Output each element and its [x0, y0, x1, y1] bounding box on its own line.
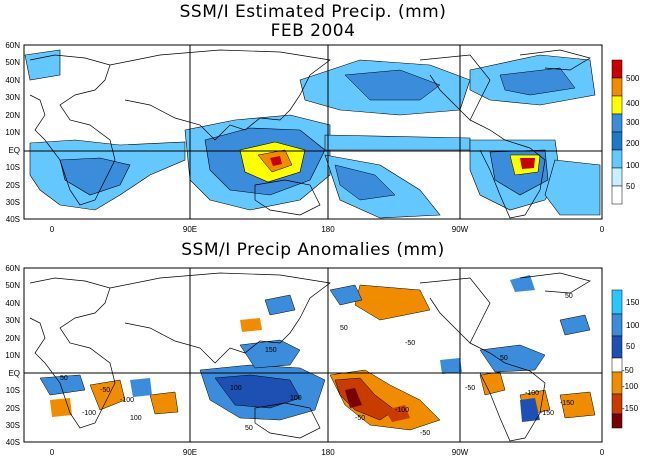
lon-label-90w: 90W [452, 225, 469, 234]
contour-label: -100 [395, 407, 409, 414]
contour-label: 150 [265, 347, 277, 354]
lat-label-20s: 20S [6, 404, 20, 413]
legend-label-400: 400 [626, 99, 640, 108]
lat-label-eq: EQ [8, 369, 20, 378]
legend-label-100: 100 [626, 161, 640, 170]
lat-label-20n: 20N [5, 334, 20, 343]
lon-label-0-east: 0 [600, 448, 605, 457]
anomaly-title: SSM/I Precip Anomalies (mm) [181, 240, 445, 260]
contour-label: 100 [130, 415, 142, 422]
anomaly-frame [23, 267, 603, 443]
precip-lon-axis: 0 90E 180 90W 0 [50, 225, 605, 234]
anomaly-gridlines [24, 268, 602, 442]
contour-label: -100 [82, 410, 96, 417]
lon-label-0: 0 [50, 448, 55, 457]
contour-label: -100 [525, 390, 539, 397]
lat-label-30n: 30N [5, 316, 20, 325]
precip-subtitle: FEB 2004 [271, 21, 356, 41]
precip-panel: SSM/I Estimated Precip. (mm) FEB 2004 [5, 2, 640, 234]
lat-label-40s: 40S [6, 438, 20, 447]
lat-label-40s: 40S [6, 215, 20, 224]
lat-label-30s: 30S [6, 198, 20, 207]
precip-lat-axis: 60N 50N 40N 30N 20N 10N EQ 10S 20S 30S 4… [5, 41, 20, 224]
legend-label-500: 500 [626, 74, 640, 83]
contour-label: 50 [60, 375, 68, 382]
legend-label-neg50: -50 [622, 366, 634, 375]
legend-label-50: 50 [626, 342, 635, 351]
contour-label: -50 [465, 385, 475, 392]
lat-label-10s: 10S [6, 386, 20, 395]
anomaly-field [39, 275, 596, 431]
lon-label-0-east: 0 [600, 225, 605, 234]
contour-label: 100 [290, 395, 302, 402]
legend-label-neg150: -150 [622, 404, 639, 413]
lat-label-40n: 40N [5, 76, 20, 85]
precip-title: SSM/I Estimated Precip. (mm) [180, 2, 447, 22]
lat-label-20s: 20S [6, 181, 20, 190]
contour-label: -50 [100, 387, 110, 394]
contour-label: -150 [540, 410, 554, 417]
lon-label-180: 180 [321, 448, 335, 457]
lon-label-180: 180 [321, 225, 335, 234]
contour-label: -50 [405, 340, 415, 347]
legend-label-100: 100 [626, 321, 640, 330]
lat-label-20n: 20N [5, 111, 20, 120]
lat-label-50n: 50N [5, 281, 20, 290]
anomaly-contour-labels: 50 -50 100 -100 150 -150 50 -50 100 -100… [60, 293, 574, 437]
lat-label-60n: 60N [5, 41, 20, 50]
contour-label: 50 [245, 425, 253, 432]
precip-legend: 500 400 300 200 100 50 [611, 59, 640, 205]
lat-label-10s: 10S [6, 163, 20, 172]
contour-label: 50 [565, 293, 573, 300]
lat-label-30n: 30N [5, 93, 20, 102]
contour-label: -50 [355, 415, 365, 422]
contour-label: 50 [500, 355, 508, 362]
contour-label: 50 [340, 325, 348, 332]
legend-label-200: 200 [626, 139, 640, 148]
lon-label-0: 0 [50, 225, 55, 234]
contour-label: -50 [420, 430, 430, 437]
lat-label-30s: 30S [6, 421, 20, 430]
contour-label: -150 [560, 400, 574, 407]
precip-coastlines [29, 49, 591, 219]
anomaly-legend: 150 100 50 -50 -100 -150 [611, 289, 640, 429]
precip-field [24, 49, 601, 219]
lat-label-10n: 10N [5, 351, 20, 360]
anomaly-panel: SSM/I Precip Anomalies (mm) [5, 240, 640, 457]
lon-label-90e: 90E [183, 225, 197, 234]
lat-label-eq: EQ [8, 146, 20, 155]
legend-label-300: 300 [626, 118, 640, 127]
legend-label-neg100: -100 [622, 382, 639, 391]
precip-frame [23, 44, 603, 220]
contour-label: -100 [120, 397, 134, 404]
lon-label-90e: 90E [183, 448, 197, 457]
legend-label-50: 50 [626, 182, 635, 191]
lon-label-90w: 90W [452, 448, 469, 457]
contour-label: 100 [230, 385, 242, 392]
lat-label-50n: 50N [5, 58, 20, 67]
precip-gridlines [24, 45, 602, 219]
lat-label-60n: 60N [5, 264, 20, 273]
anomaly-lat-axis: 60N 50N 40N 30N 20N 10N EQ 10S 20S 30S 4… [5, 264, 20, 447]
lat-label-40n: 40N [5, 299, 20, 308]
legend-label-150: 150 [626, 298, 640, 307]
lat-label-10n: 10N [5, 128, 20, 137]
anomaly-lon-axis: 0 90E 180 90W 0 [50, 448, 605, 457]
